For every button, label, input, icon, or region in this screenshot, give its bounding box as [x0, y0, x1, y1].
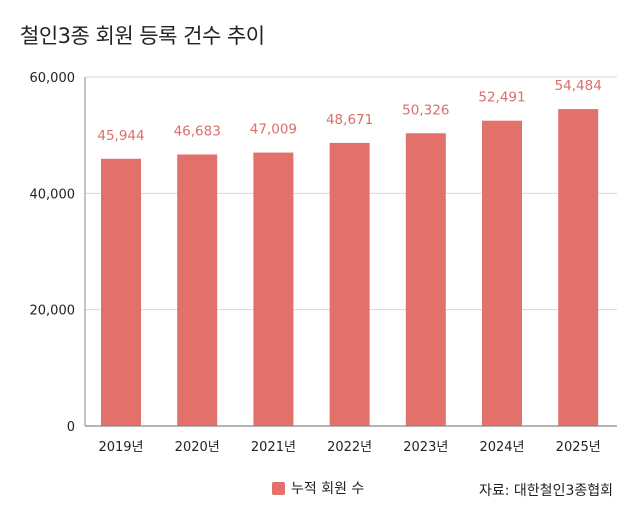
- x-tick-label: 2021년: [251, 440, 296, 455]
- data-label: 45,944: [97, 128, 144, 144]
- data-label: 48,671: [326, 112, 373, 128]
- x-tick-label: 2024년: [479, 440, 524, 455]
- x-tick-label: 2023년: [403, 440, 448, 455]
- bar: [558, 109, 599, 427]
- bar: [253, 152, 294, 426]
- legend-label: 누적 회원 수: [291, 481, 365, 497]
- y-tick-label: 40,000: [30, 187, 76, 202]
- x-tick-label: 2025년: [556, 440, 601, 455]
- data-label: 47,009: [250, 122, 297, 138]
- data-label: 52,491: [478, 90, 525, 106]
- x-tick-label: 2022년: [327, 440, 372, 455]
- bar: [482, 120, 522, 426]
- bar: [405, 133, 446, 426]
- chart-title: 철인3종 회원 등록 건수 추이: [20, 24, 265, 48]
- bar: [329, 142, 370, 426]
- y-tick-label: 0: [67, 420, 75, 435]
- bar: [177, 154, 218, 426]
- data-label: 46,683: [174, 123, 221, 139]
- x-tick-label: 2020년: [175, 440, 220, 455]
- bar: [101, 158, 141, 426]
- legend-swatch: [272, 481, 285, 495]
- data-label: 50,326: [402, 102, 449, 118]
- y-tick-label: 20,000: [30, 304, 76, 319]
- data-label: 54,484: [555, 78, 602, 94]
- source-note: 자료: 대한철인3종협회: [479, 483, 613, 499]
- x-tick-label: 2019년: [98, 440, 143, 455]
- y-tick-label: 60,000: [30, 71, 76, 86]
- legend: 누적 회원 수: [272, 478, 364, 498]
